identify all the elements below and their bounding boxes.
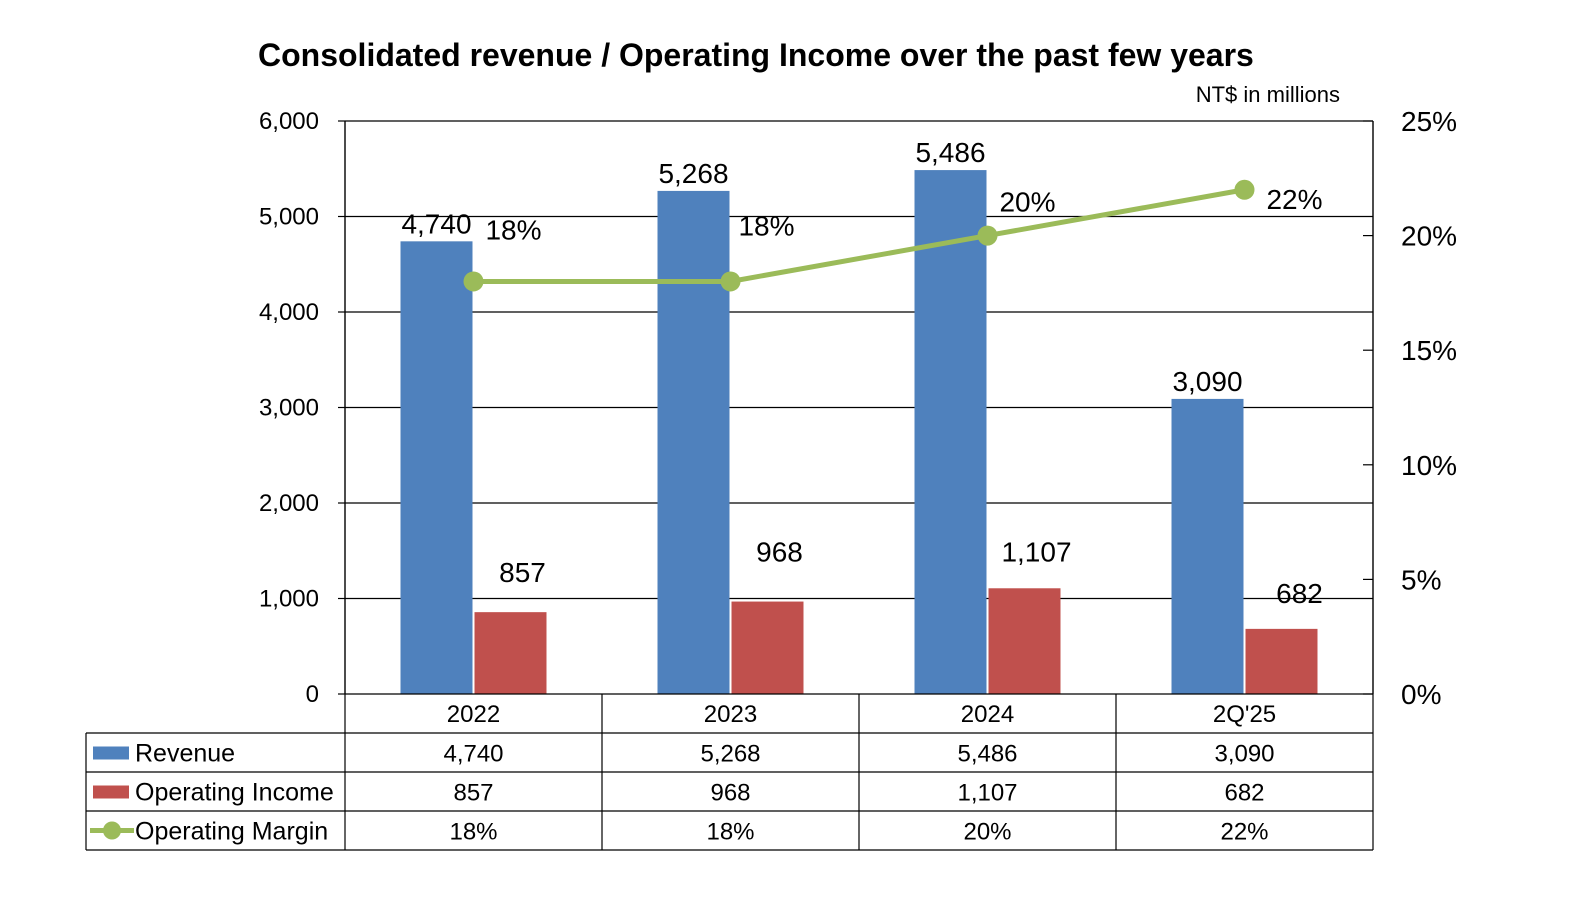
margin-data-label: 22% <box>1266 184 1322 215</box>
data-labels: 4,740 857 5,268 968 5,486 1,107 3,090 682 18% 18%… <box>401 137 1322 609</box>
y-tick-label: 1,000 <box>259 586 319 613</box>
x-category-label: 2022 <box>447 701 500 728</box>
table-cell: 682 <box>1224 780 1264 807</box>
bar-revenue <box>400 241 473 694</box>
y-tick-label: 6,000 <box>259 108 319 135</box>
table-cell: 5,486 <box>957 741 1017 768</box>
bar-operating-income <box>988 588 1061 694</box>
table-series-name: Operating Margin <box>135 818 328 846</box>
bar-operating-income <box>474 612 547 694</box>
y-tick-label: 5,000 <box>259 204 319 231</box>
bar-revenue <box>914 170 987 694</box>
table-cell: 18% <box>449 819 497 846</box>
unit-note: NT$ in millions <box>1196 82 1340 107</box>
x-category-label: 2023 <box>704 701 757 728</box>
revenue-data-label: 5,486 <box>915 137 985 168</box>
y2-tick-label: 20% <box>1401 221 1457 252</box>
table-cell: 1,107 <box>957 780 1017 807</box>
margin-data-label: 18% <box>738 210 794 241</box>
bar-revenue <box>1171 398 1244 694</box>
margin-point <box>463 271 484 292</box>
table-cell: 5,268 <box>700 741 760 768</box>
operating-income-data-label: 857 <box>499 557 546 588</box>
x-category-label: 2024 <box>961 701 1014 728</box>
chart-title: Consolidated revenue / Operating Income … <box>258 37 1254 73</box>
margin-point <box>1234 179 1255 200</box>
legend-key-revenue <box>93 746 129 760</box>
y2-tick-label: 5% <box>1401 564 1441 595</box>
table-cell: 4,740 <box>443 741 503 768</box>
operating-income-data-label: 1,107 <box>1001 536 1071 567</box>
margin-data-label: 20% <box>999 187 1055 218</box>
bar-operating-income <box>1245 628 1318 694</box>
table-cell: 20% <box>963 819 1011 846</box>
y2-tick-label: 25% <box>1401 106 1457 137</box>
table-cell: 18% <box>706 819 754 846</box>
legend-key-operating-income <box>93 785 129 799</box>
y2-tick-label: 15% <box>1401 335 1457 366</box>
margin-line-path <box>473 187 1245 284</box>
bar-revenue <box>657 190 730 694</box>
data-table: 2022 2023 2024 2Q'25 Revenue 4,740 5,268 5,486 3… <box>85 693 1374 851</box>
x-category-label: 2Q'25 <box>1213 701 1276 728</box>
operating-income-data-label: 682 <box>1276 578 1323 609</box>
table-series-name: Operating Income <box>135 779 334 807</box>
operating-income-data-label: 968 <box>756 537 803 568</box>
bars <box>400 170 1318 694</box>
table-series-name: Revenue <box>135 740 235 768</box>
y-tick-label: 3,000 <box>259 395 319 422</box>
margin-point <box>977 225 998 246</box>
margin-line <box>463 179 1255 292</box>
revenue-data-label: 3,090 <box>1172 366 1242 397</box>
table-cell: 3,090 <box>1214 741 1274 768</box>
y-tick-label: 2,000 <box>259 490 319 517</box>
y-tick-label: 0 <box>306 681 319 708</box>
table-cell: 857 <box>453 780 493 807</box>
y2-tick-label: 10% <box>1401 450 1457 481</box>
legend-key-operating-margin-marker <box>103 821 121 840</box>
y-tick-label: 4,000 <box>259 299 319 326</box>
revenue-data-label: 5,268 <box>658 158 728 189</box>
axes: 0 1,000 2,000 3,000 4,000 5,000 6,000 0% 5% 10% 15… <box>259 106 1457 710</box>
y2-tick-label: 0% <box>1401 679 1441 710</box>
margin-data-label: 18% <box>485 214 541 245</box>
bar-operating-income <box>731 601 804 694</box>
revenue-data-label: 4,740 <box>401 208 471 239</box>
margin-point <box>720 271 741 292</box>
table-cell: 22% <box>1220 819 1268 846</box>
table-cell: 968 <box>710 780 750 807</box>
